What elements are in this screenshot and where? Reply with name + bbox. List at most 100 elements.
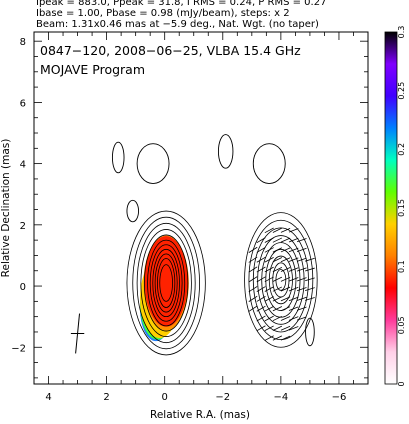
pol-vector-47 <box>272 237 283 243</box>
y-tick-label: 8 <box>20 37 26 48</box>
pol-vector-77 <box>248 246 258 253</box>
contour-east-lobe-1 <box>248 219 314 341</box>
pol-vector-12 <box>296 247 307 252</box>
pol-vector-56 <box>264 266 274 273</box>
pol-vector-38 <box>272 325 283 331</box>
pol-vector-33 <box>280 257 291 263</box>
contour-core-3 <box>140 229 192 337</box>
colorbar <box>384 31 398 385</box>
y-tick-label: −2 <box>11 343 26 354</box>
pol-vector-68 <box>256 256 266 263</box>
header-line-3: Beam: 1.31x0.46 mas at −5.9 deg., Nat. W… <box>36 19 319 30</box>
pol-vector-41 <box>272 296 283 302</box>
pol-vector-67 <box>256 266 266 273</box>
contour-core-9 <box>157 258 176 308</box>
pol-vector-61 <box>256 325 266 332</box>
contour-core-8 <box>154 253 178 313</box>
contour-blob-0 <box>111 141 125 174</box>
y-tick-label: 0 <box>20 282 26 293</box>
colorbar-tick-label: 0.15 <box>397 199 406 217</box>
x-tick-label: 0 <box>162 392 168 403</box>
pol-vector-3 <box>305 267 315 272</box>
x-axis-label: Relative R.A. (mas) <box>150 409 250 421</box>
pol-fill-core <box>144 236 188 327</box>
pol-vector-24 <box>288 228 299 233</box>
pol-vector-21 <box>288 257 299 262</box>
pol-vector-30 <box>280 286 291 292</box>
contour-east-lobe-3 <box>257 235 305 325</box>
pol-vector-65 <box>256 286 266 292</box>
pol-vector-58 <box>264 247 274 253</box>
pol-vector-36 <box>280 227 291 233</box>
contour-blob-3 <box>252 143 286 184</box>
pol-vector-64 <box>256 296 266 302</box>
pol-vector-11 <box>296 257 307 262</box>
pol-vector-22 <box>288 247 299 253</box>
pol-vector-18 <box>288 286 299 292</box>
pol-vector-40 <box>272 306 283 312</box>
plot-frame <box>33 31 369 385</box>
pol-vector-66 <box>256 276 266 283</box>
pol-vector-75 <box>248 266 258 273</box>
pol-vector-27 <box>280 316 291 321</box>
colorbar-tick-label: 0.1 <box>397 260 406 273</box>
pol-vector-19 <box>288 277 299 282</box>
pol-vector-62 <box>256 315 266 322</box>
contour-east-lobe-0 <box>244 212 318 348</box>
colorbar-tick-label: 0.05 <box>397 316 406 334</box>
pol-vector-25 <box>280 335 291 341</box>
pol-vector-7 <box>296 296 307 301</box>
pol-vector-53 <box>264 296 274 302</box>
pol-vector-35 <box>280 237 291 243</box>
contour-core-4 <box>143 234 189 332</box>
contour-core-5 <box>147 239 186 327</box>
colorbar-tick-label: 0.3 <box>397 26 406 39</box>
pol-vector-74 <box>248 276 258 283</box>
pol-vector-54 <box>264 286 274 292</box>
pol-vector-4 <box>305 257 315 262</box>
pol-vector-48 <box>272 227 283 233</box>
colorbar-tick-label: 0 <box>397 381 406 386</box>
pol-vector-13 <box>296 238 307 243</box>
pol-vector-20 <box>288 267 299 272</box>
pol-vector-5 <box>296 316 307 321</box>
pol-vector-14 <box>288 326 299 331</box>
header-line-1: Ipeak = 883.0, Ppeak = 31.8, I RMS = 0.2… <box>36 0 327 8</box>
y-tick-label: 6 <box>20 98 26 109</box>
pol-vector-9 <box>296 277 307 282</box>
pol-vector-28 <box>280 306 291 312</box>
header-line-2: Ibase = 1.00, Pbase = 0.98 (mJy/beam), s… <box>36 8 290 19</box>
pol-vector-26 <box>280 325 291 331</box>
pol-vector-71 <box>248 305 258 312</box>
contour-blob-5 <box>305 317 315 347</box>
pol-vector-45 <box>272 257 283 263</box>
pol-vector-16 <box>288 306 299 311</box>
pol-vector-43 <box>272 276 283 282</box>
contour-core-2 <box>136 222 196 344</box>
pol-vector-29 <box>280 296 291 302</box>
contour-core-0 <box>126 210 206 356</box>
pol-vector-44 <box>272 266 283 273</box>
pol-vector-70 <box>256 237 266 244</box>
pol-vector-63 <box>256 305 266 312</box>
pol-vector-32 <box>280 267 291 272</box>
contour-core-1 <box>132 216 200 350</box>
pol-vector-46 <box>272 247 283 253</box>
contour-blob-4 <box>126 199 140 223</box>
contour-blob-1 <box>136 143 170 184</box>
x-tick-label: 2 <box>103 392 109 403</box>
pol-vector-73 <box>248 286 258 293</box>
pol-vector-2 <box>305 277 315 282</box>
pol-vector-55 <box>264 276 274 283</box>
pol-vector-76 <box>248 256 258 263</box>
pol-vector-39 <box>272 315 283 322</box>
pol-vector-50 <box>264 325 274 332</box>
pol-vector-34 <box>280 247 291 253</box>
pol-vector-52 <box>264 305 274 312</box>
pol-vector-8 <box>296 287 307 292</box>
polarization-vectors <box>248 227 315 341</box>
colorbar-ticks: 0.3 0.25 0.2 0.15 0.1 0.05 0 <box>397 26 406 387</box>
pol-vector-15 <box>288 316 299 321</box>
pol-vector-69 <box>256 247 266 253</box>
